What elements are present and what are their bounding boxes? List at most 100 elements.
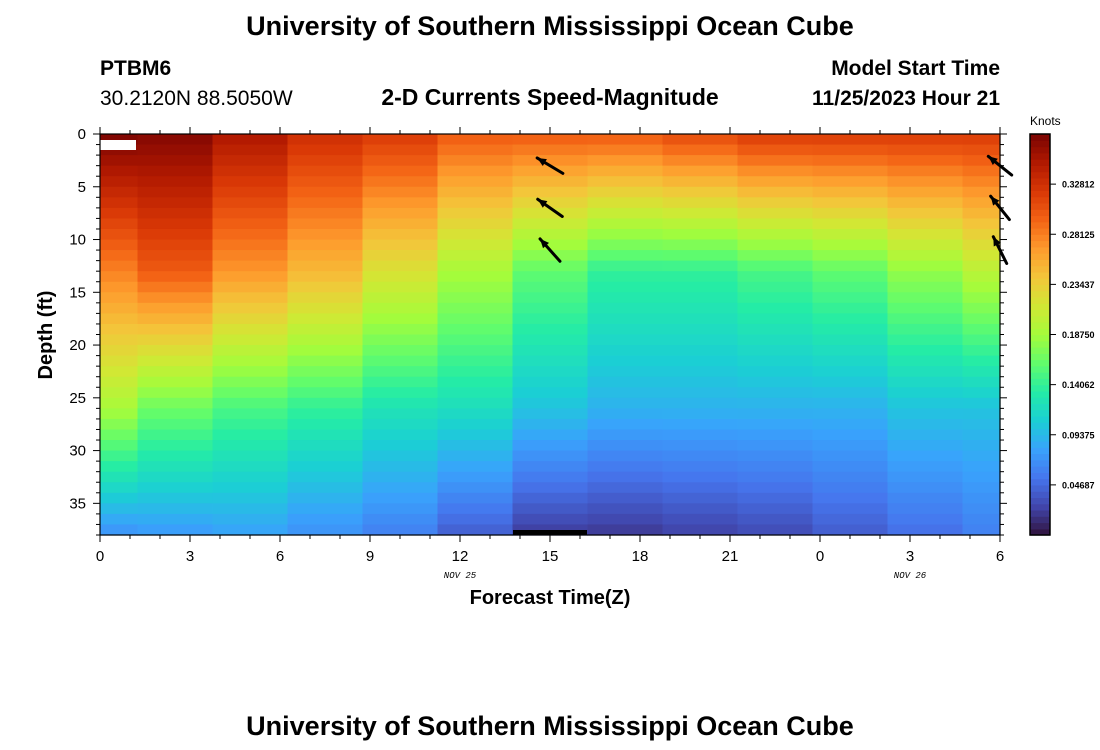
heatmap-cell bbox=[437, 134, 514, 146]
colorbar-segment bbox=[1030, 227, 1050, 235]
heatmap-cell bbox=[137, 228, 214, 241]
heatmap-cell bbox=[287, 302, 364, 314]
colorbar-segment bbox=[1030, 472, 1050, 480]
heatmap-cell bbox=[962, 155, 1001, 167]
heatmap-cell bbox=[212, 450, 289, 462]
heatmap-cell bbox=[212, 218, 289, 230]
heatmap-cell bbox=[512, 197, 589, 209]
heatmap-cell bbox=[812, 228, 889, 241]
heatmap-cell bbox=[212, 239, 289, 251]
heatmap-cell bbox=[362, 334, 439, 346]
colorbar-segment bbox=[1030, 409, 1050, 417]
heatmap-cell bbox=[662, 165, 739, 177]
heatmap-cell bbox=[662, 271, 739, 283]
heatmap-cell bbox=[887, 345, 964, 357]
heatmap-cell bbox=[437, 313, 514, 325]
heatmap-cell bbox=[587, 313, 664, 325]
heatmap-cell bbox=[512, 260, 589, 272]
heatmap-cell bbox=[437, 197, 514, 209]
heatmap-cell bbox=[662, 482, 739, 494]
heatmap-cell bbox=[100, 228, 139, 241]
heatmap-cell bbox=[437, 471, 514, 483]
heatmap-cell bbox=[100, 524, 139, 536]
heatmap-cell bbox=[137, 197, 214, 209]
heatmap-cell bbox=[587, 239, 664, 251]
x-tick-label: 9 bbox=[366, 548, 374, 565]
heatmap-cell bbox=[212, 186, 289, 198]
heatmap-cell bbox=[662, 503, 739, 515]
heatmap-cell bbox=[437, 250, 514, 262]
heatmap-cell bbox=[287, 345, 364, 357]
y-tick-label: 25 bbox=[69, 390, 86, 407]
heatmap-cell bbox=[212, 376, 289, 388]
heatmap-cell bbox=[287, 155, 364, 167]
heatmap-cell bbox=[662, 292, 739, 304]
heatmap-cell bbox=[887, 482, 964, 494]
colorbar-ticks: 0.32812 0.28125 0.23437 0.18750 0.14062 0.093… bbox=[1050, 180, 1095, 490]
heatmap-cell bbox=[962, 313, 1001, 325]
heatmap-cell bbox=[362, 165, 439, 177]
colorbar-segment bbox=[1030, 246, 1050, 254]
heatmap-cell bbox=[437, 440, 514, 452]
heatmap-cell bbox=[512, 408, 589, 420]
heatmap-cell bbox=[212, 197, 289, 209]
heatmap-cell bbox=[437, 513, 514, 526]
heatmap-cell bbox=[437, 239, 514, 251]
x-tick-label: 6 bbox=[276, 548, 284, 565]
heatmap-cell bbox=[662, 366, 739, 378]
heatmap-cell bbox=[287, 440, 364, 452]
heatmap-cell bbox=[812, 292, 889, 304]
colorbar-segment bbox=[1030, 309, 1050, 317]
heatmap-cell bbox=[962, 524, 1001, 536]
heatmap-cell bbox=[512, 186, 589, 198]
heatmap-cell bbox=[437, 228, 514, 241]
heatmap-cell bbox=[100, 471, 139, 483]
heatmap-cell bbox=[962, 492, 1001, 504]
heatmap-cell bbox=[137, 144, 214, 156]
heatmap-cell bbox=[212, 292, 289, 304]
heatmap-cell bbox=[812, 250, 889, 262]
heatmap-cell bbox=[887, 503, 964, 515]
colorbar-segment bbox=[1030, 447, 1050, 455]
heatmap-cell bbox=[437, 408, 514, 420]
page-title: University of Southern Mississippi Ocean… bbox=[246, 11, 854, 41]
heatmap-cell bbox=[887, 461, 964, 473]
heatmap-cell bbox=[662, 228, 739, 241]
heatmap-cell bbox=[812, 165, 889, 177]
heatmap-cell bbox=[887, 408, 964, 420]
y-tick-label: 0 bbox=[78, 126, 86, 143]
heatmap-cell bbox=[362, 482, 439, 494]
colorbar-segment bbox=[1030, 466, 1050, 473]
heatmap-cell bbox=[137, 239, 214, 251]
heatmap-cell bbox=[512, 250, 589, 262]
heatmap-cell bbox=[587, 513, 664, 526]
current-vector bbox=[538, 237, 562, 263]
plot-title: 2-D Currents Speed-Magnitude bbox=[381, 84, 718, 110]
heatmap-cell bbox=[662, 186, 739, 198]
heatmap-cell bbox=[662, 155, 739, 167]
heatmap-cell bbox=[962, 292, 1001, 304]
heatmap-cell bbox=[137, 492, 214, 504]
heatmap-cell bbox=[287, 228, 364, 241]
heatmap-cell bbox=[512, 281, 589, 293]
heatmap-cell bbox=[662, 323, 739, 336]
heatmap-cell bbox=[962, 239, 1001, 251]
heatmap-cell bbox=[100, 345, 139, 357]
heatmap-cell bbox=[812, 440, 889, 452]
heatmap-cell bbox=[962, 271, 1001, 283]
heatmap-cell bbox=[587, 250, 664, 262]
heatmap-cell bbox=[287, 218, 364, 230]
heatmap-cell bbox=[737, 376, 814, 388]
x-tick-label: 6 bbox=[996, 548, 1004, 565]
heatmap-cell bbox=[137, 323, 214, 336]
heatmap-cell bbox=[437, 450, 514, 462]
heatmap-cell bbox=[737, 218, 814, 230]
heatmap-cell bbox=[812, 450, 889, 462]
heatmap-cell bbox=[662, 144, 739, 156]
heatmap-cell bbox=[587, 218, 664, 230]
heatmap-cell bbox=[662, 461, 739, 473]
heatmap-cell bbox=[212, 134, 289, 146]
colorbar-segment bbox=[1030, 384, 1050, 392]
heatmap-cell bbox=[437, 387, 514, 399]
y-tick-labels: 0 5 10 15 20 25 30 35 bbox=[69, 126, 86, 512]
